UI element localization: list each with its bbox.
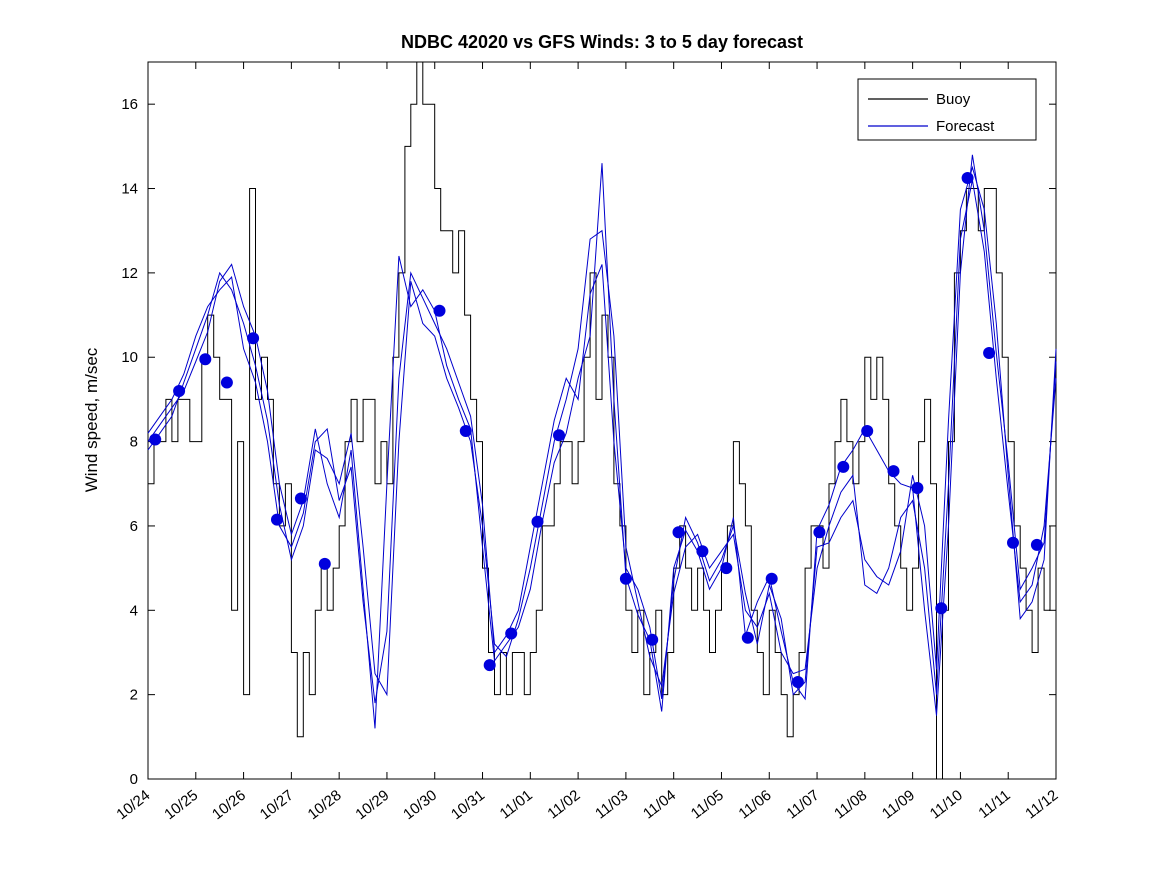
forecast-points-marker bbox=[149, 433, 162, 446]
forecast-points-marker bbox=[531, 515, 544, 528]
forecast-points-marker bbox=[935, 602, 948, 615]
x-tick-label: 10/27 bbox=[257, 787, 297, 824]
legend: Buoy Forecast bbox=[857, 78, 1037, 141]
legend-box bbox=[857, 78, 1037, 141]
x-tick-label: 10/24 bbox=[113, 787, 153, 824]
x-tick-label: 11/07 bbox=[783, 787, 822, 823]
forecast-points-marker bbox=[619, 572, 632, 585]
y-tick-label: 12 bbox=[121, 265, 138, 282]
x-tick-label: 10/26 bbox=[209, 787, 249, 824]
x-tick-label: 11/12 bbox=[1022, 787, 1061, 823]
forecast-points-marker bbox=[861, 425, 874, 437]
y-tick-label: 4 bbox=[130, 602, 138, 619]
x-tick-label: 10/30 bbox=[400, 787, 440, 824]
legend-label: Forecast bbox=[936, 118, 995, 135]
forecast-points-marker bbox=[765, 572, 778, 585]
y-tick-label: 6 bbox=[130, 518, 138, 535]
y-axis-label: Wind speed, m/sec bbox=[82, 347, 101, 492]
forecast-points-marker bbox=[1007, 536, 1019, 549]
forecast-run-1 bbox=[147, 154, 1057, 729]
x-tick-label: 10/28 bbox=[305, 787, 345, 824]
forecast-points-marker bbox=[837, 460, 850, 473]
y-tick-label: 8 bbox=[130, 434, 138, 451]
axes-box bbox=[147, 61, 1057, 780]
forecast-points-marker bbox=[887, 465, 900, 478]
forecast-points-marker bbox=[483, 659, 496, 672]
y-tick-label: 16 bbox=[121, 96, 138, 113]
forecast-points-marker bbox=[791, 676, 804, 688]
forecast-points-marker bbox=[294, 492, 307, 505]
x-tick-label: 11/11 bbox=[975, 787, 1013, 822]
forecast-points-marker bbox=[672, 526, 685, 539]
forecast-points-marker bbox=[459, 425, 472, 437]
forecast-run-3 bbox=[147, 165, 1057, 704]
x-tick-label: 11/03 bbox=[592, 787, 631, 823]
x-tick-label: 11/09 bbox=[879, 787, 918, 823]
x-tick-label: 11/01 bbox=[497, 787, 536, 823]
forecast-run-2 bbox=[147, 180, 1057, 697]
x-tick-label: 11/10 bbox=[927, 787, 966, 823]
x-tick-label: 11/02 bbox=[544, 787, 583, 823]
forecast-points-marker bbox=[720, 562, 733, 575]
forecast-points-marker bbox=[553, 429, 565, 442]
forecast-points-marker bbox=[247, 332, 260, 345]
y-tick-label: 0 bbox=[130, 771, 138, 788]
forecast-points-marker bbox=[646, 633, 659, 646]
x-tick-label: 11/08 bbox=[831, 787, 870, 823]
forecast-points-marker bbox=[318, 557, 331, 570]
x-tick-label: 10/25 bbox=[161, 787, 201, 824]
x-tick-label: 11/05 bbox=[688, 787, 727, 823]
forecast-points-marker bbox=[741, 631, 754, 644]
x-tick-label: 11/04 bbox=[640, 787, 679, 823]
forecast-points-marker bbox=[911, 482, 924, 494]
x-tick-label: 10/31 bbox=[448, 787, 488, 824]
forecast-points-marker bbox=[505, 627, 518, 640]
x-tick-label: 11/06 bbox=[736, 787, 775, 823]
forecast-points-marker bbox=[1030, 538, 1043, 551]
forecast-points-marker bbox=[961, 172, 974, 184]
forecast-points-marker bbox=[813, 526, 826, 539]
forecast-points-marker bbox=[220, 376, 233, 389]
legend-label: Buoy bbox=[936, 91, 971, 108]
y-tick-label: 2 bbox=[130, 687, 138, 704]
buoy-series bbox=[148, 61, 1051, 780]
forecast-points-marker bbox=[696, 545, 709, 558]
forecast-points-marker bbox=[173, 385, 186, 397]
y-tick-label: 10 bbox=[121, 349, 138, 366]
forecast-points-marker bbox=[199, 353, 212, 366]
y-tick-label: 14 bbox=[121, 181, 138, 198]
chart-title: NDBC 42020 vs GFS Winds: 3 to 5 day fore… bbox=[401, 32, 803, 52]
x-tick-label: 10/29 bbox=[352, 787, 392, 824]
forecast-points-marker bbox=[433, 304, 446, 317]
forecast-points-marker bbox=[983, 347, 996, 359]
forecast-points-marker bbox=[271, 513, 283, 526]
